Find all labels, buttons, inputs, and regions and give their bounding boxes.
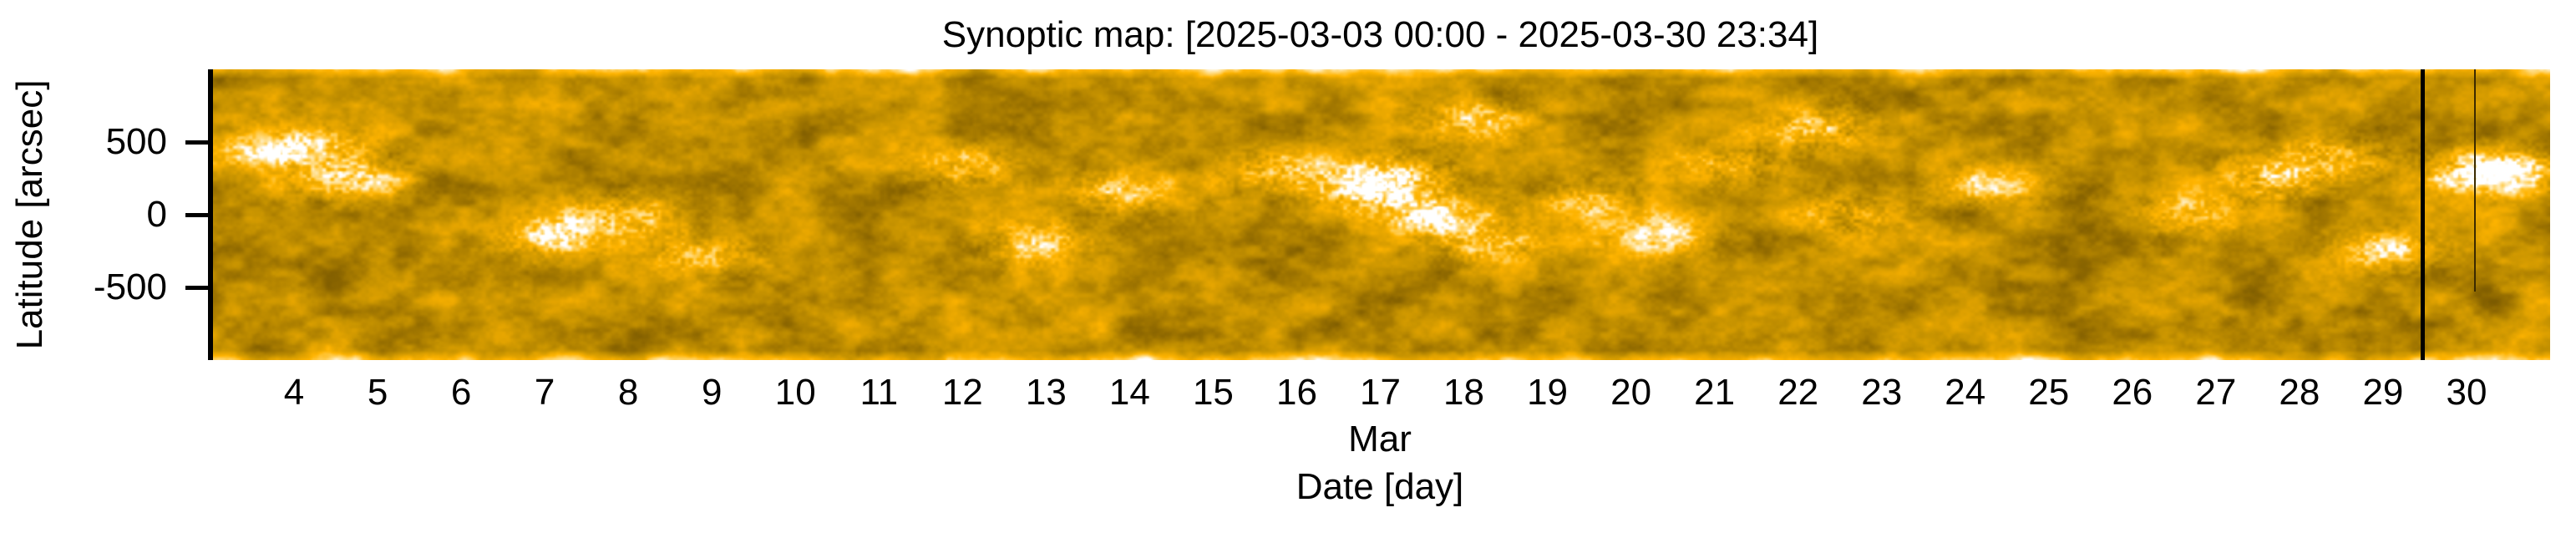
x-tick-label: 24 [1945, 372, 1986, 413]
data-gap-line [2421, 69, 2426, 360]
x-tick-label: 23 [1861, 372, 1903, 413]
x-tick-label: 4 [283, 372, 305, 413]
x-tick-label: 15 [1192, 372, 1234, 413]
x-tick-label: 5 [367, 372, 388, 413]
y-axis-spine [208, 69, 213, 360]
x-axis-month-label: Mar [1348, 419, 1412, 459]
synoptic-map-heatmap [210, 69, 2550, 360]
x-tick-label: 30 [2446, 372, 2487, 413]
x-tick-label: 26 [2112, 372, 2153, 413]
y-tick-label: 0 [146, 194, 167, 235]
y-tick-mark [185, 285, 210, 290]
x-axis-label: Date [day] [1296, 466, 1464, 507]
x-tick-label: 27 [2195, 372, 2237, 413]
x-tick-label: 17 [1360, 372, 1401, 413]
y-tick-mark [185, 212, 210, 217]
x-tick-label: 14 [1108, 372, 1150, 413]
y-axis-label: Latitude [arcsec] [9, 79, 50, 350]
x-tick-label: 28 [2279, 372, 2320, 413]
y-tick-mark [185, 140, 210, 145]
x-tick-label: 10 [774, 372, 816, 413]
x-tick-label: 18 [1443, 372, 1485, 413]
chart-title: Synoptic map: [2025-03-03 00:00 - 2025-0… [941, 14, 1819, 55]
data-gap-line [2473, 69, 2476, 292]
x-tick-label: 7 [534, 372, 555, 413]
x-tick-label: 25 [2028, 372, 2070, 413]
x-tick-label: 29 [2362, 372, 2404, 413]
x-tick-label: 12 [941, 372, 983, 413]
x-tick-label: 9 [701, 372, 723, 413]
x-tick-label: 11 [860, 372, 899, 413]
x-tick-label: 22 [1777, 372, 1819, 413]
x-tick-label: 6 [450, 372, 472, 413]
x-tick-label: 13 [1025, 372, 1067, 413]
y-tick-label: -500 [93, 266, 167, 307]
synoptic-map-plot-area [210, 69, 2550, 360]
x-tick-label: 16 [1275, 372, 1317, 413]
x-tick-label: 21 [1694, 372, 1736, 413]
x-tick-label: 8 [617, 372, 639, 413]
x-tick-label: 20 [1610, 372, 1652, 413]
y-tick-label: 500 [105, 121, 167, 162]
x-tick-label: 19 [1527, 372, 1569, 413]
